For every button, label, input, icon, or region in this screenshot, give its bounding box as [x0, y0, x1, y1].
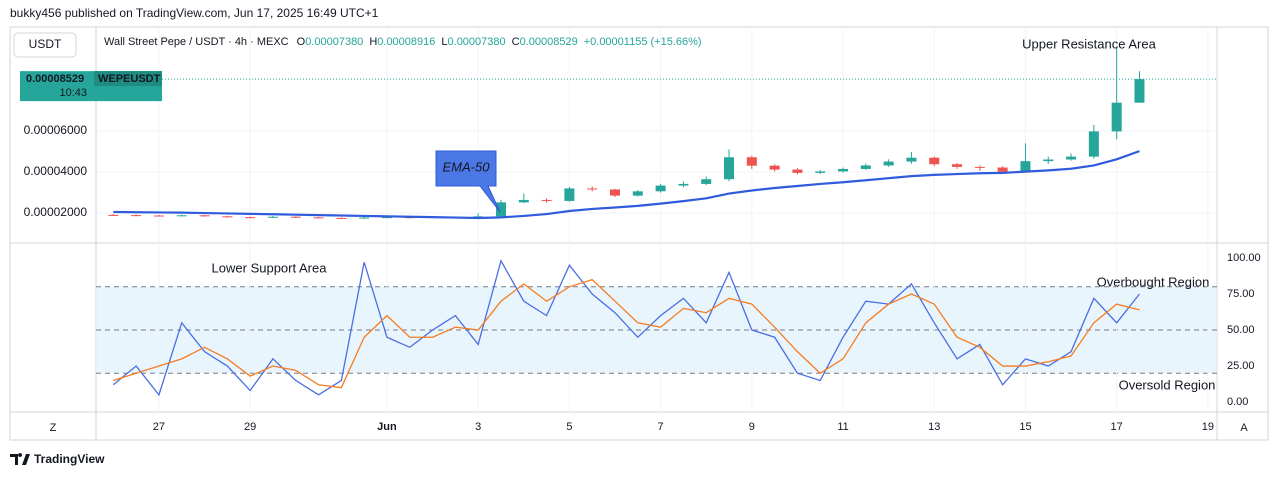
y-tick-label: 0.00002000 [24, 205, 88, 219]
scale-button[interactable]: Z [50, 422, 57, 434]
last-price-label: 0.00008529 [26, 73, 84, 85]
candle-body [381, 217, 392, 219]
ema-callout [435, 150, 501, 213]
brand-logo [10, 453, 30, 465]
symbol-box [94, 71, 162, 87]
candle-body [1111, 102, 1122, 132]
candle-body [769, 165, 780, 170]
rsi-line [112, 259, 1140, 397]
candle-body [974, 166, 985, 168]
candle-body [1066, 156, 1077, 160]
y-tick-label: 0.00004000 [24, 164, 88, 178]
x-tick-label: 15 [1019, 421, 1031, 433]
annotation: Lower Support Area [212, 260, 328, 275]
candle-body [541, 199, 552, 201]
ohlc-value: 0.00008916 [377, 36, 435, 48]
x-tick-label: 7 [658, 421, 664, 433]
candle-body [564, 188, 575, 201]
scale-button[interactable]: A [1240, 422, 1248, 434]
ohlc-value: 0.00007380 [305, 36, 363, 48]
ohlc-label: L [441, 36, 447, 48]
annotation: Overbought Region [1097, 274, 1210, 289]
y-tick-label: 100.00 [1227, 252, 1261, 264]
candle-body [495, 202, 506, 217]
candle-body [473, 216, 484, 218]
y-tick-label: 0.00 [1227, 396, 1248, 408]
currency-button[interactable] [13, 32, 77, 58]
candle-body [290, 216, 301, 218]
candle-body [883, 161, 894, 166]
candle-body [336, 217, 347, 219]
x-tick-label: 19 [1202, 421, 1214, 433]
ohlc-value: 0.00008529 [520, 36, 578, 48]
annotation: Upper Resistance Area [1022, 36, 1156, 51]
candle-body [746, 157, 757, 166]
brand-name: TradingView [34, 452, 105, 466]
candle-body [609, 189, 620, 196]
candle-body [997, 167, 1008, 172]
ohlc-label: C [512, 36, 520, 48]
y-tick-label: 75.00 [1227, 288, 1255, 300]
candle-body [724, 157, 735, 180]
candle-body [1134, 79, 1145, 103]
x-tick-label: 27 [153, 421, 165, 433]
candle-body [906, 157, 917, 162]
candle-body [587, 188, 598, 190]
candle-body [518, 199, 529, 203]
y-tick-label: 0.00006000 [24, 123, 88, 137]
frame [9, 26, 1269, 441]
candle-body [678, 183, 689, 186]
x-tick-label: 5 [566, 421, 572, 433]
candle-body [1043, 159, 1054, 162]
candle-body [131, 215, 142, 217]
candle-body [632, 191, 643, 196]
candle-body [313, 217, 324, 219]
candle-body [222, 216, 233, 218]
candle-body [838, 168, 849, 172]
candle-body [153, 215, 164, 217]
x-tick-label: Jun [377, 421, 397, 433]
symbol-legend: Wall Street Pepe / USDT · 4h · MEXC O0.00… [104, 36, 702, 48]
y-tick-label: 25.00 [1227, 360, 1255, 372]
candle-body [655, 185, 666, 192]
candle-body [701, 179, 712, 184]
candle-body [176, 215, 187, 217]
symbol-label: WEPEUSDT [98, 73, 161, 85]
candle-body [108, 214, 119, 216]
ohlc-label: H [369, 36, 377, 48]
candle-body [815, 171, 826, 173]
y-tick-label: 50.00 [1227, 324, 1255, 336]
ohlc-label: O [297, 36, 306, 48]
x-tick-label: 3 [475, 421, 481, 433]
ema-line [113, 150, 1140, 220]
x-tick-label: 17 [1111, 421, 1123, 433]
countdown-label: 10:43 [59, 87, 87, 99]
symbol-title: Wall Street Pepe / USDT · 4h · MEXC [104, 36, 289, 48]
candle-body [1088, 131, 1099, 157]
candle-body [1020, 161, 1031, 172]
candle-body [359, 217, 370, 219]
published-line: bukky456 published on TradingView.com, J… [10, 6, 379, 20]
brand: TradingView [10, 452, 105, 466]
ema-callout-label: EMA-50 [443, 159, 491, 174]
candle-body [929, 157, 940, 165]
candle-body [860, 165, 871, 169]
candle-body [245, 217, 256, 219]
x-tick-label: 11 [837, 421, 848, 433]
x-tick-label: 9 [749, 421, 755, 433]
x-tick-label: 13 [928, 421, 940, 433]
candle-body [199, 215, 210, 217]
change-value: +0.00001155 (+15.66%) [584, 36, 702, 48]
rsi-line [113, 278, 1140, 389]
candle-body [952, 164, 963, 167]
candle-body [792, 169, 803, 173]
currency-label[interactable]: USDT [29, 37, 62, 51]
candle-body [267, 216, 278, 218]
x-tick-label: 29 [244, 421, 256, 433]
ohlc-value: 0.00007380 [448, 36, 506, 48]
annotation: Oversold Region [1119, 377, 1216, 392]
